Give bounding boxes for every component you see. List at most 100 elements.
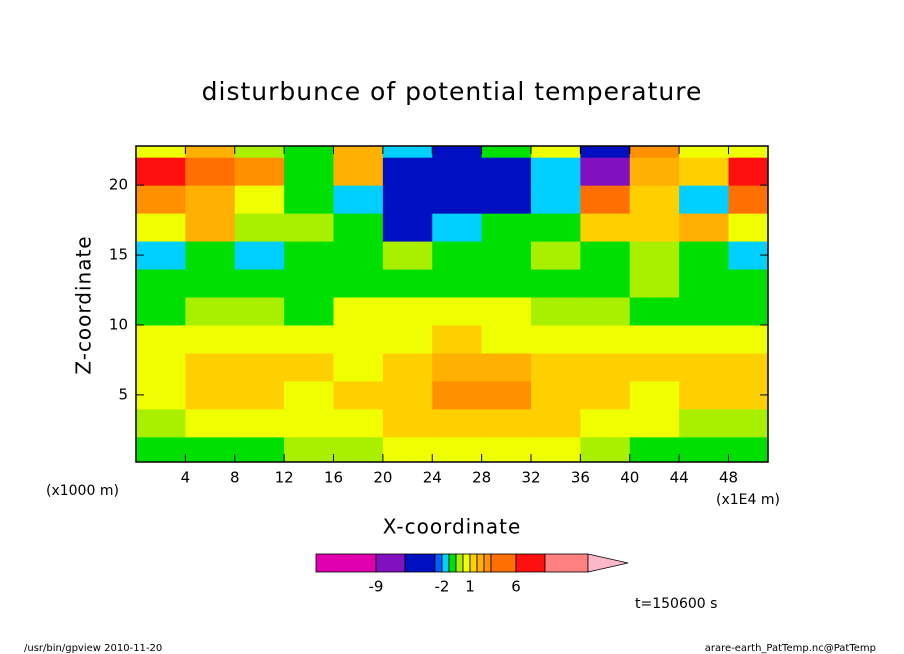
contour-cell <box>284 408 334 438</box>
contour-cell <box>679 185 729 214</box>
contour-cell <box>679 146 729 158</box>
contour-cell <box>481 352 532 382</box>
contour-cell <box>481 436 532 463</box>
contour-cell <box>234 241 285 270</box>
contour-cell <box>481 297 532 326</box>
contour-cell <box>432 269 483 298</box>
contour-cell <box>481 324 532 354</box>
colorbar-segment <box>404 553 436 573</box>
contour-cell <box>580 352 631 382</box>
contour-cell <box>580 408 631 438</box>
contour-cell <box>234 436 285 463</box>
contour-cell <box>382 380 433 410</box>
x-tick-label: 48 <box>719 469 738 487</box>
x-tick-label: 12 <box>275 469 294 487</box>
contour-cell <box>234 324 285 354</box>
contour-cell <box>234 380 285 410</box>
contour-cell <box>580 269 631 298</box>
colorbar-tick-label: -2 <box>435 578 450 596</box>
contour-cell <box>382 436 433 463</box>
colorbar-segment <box>490 553 517 573</box>
contour-cell <box>531 146 581 158</box>
contour-cell <box>136 213 186 242</box>
contour-cell <box>284 146 334 158</box>
contour-cell <box>382 157 433 186</box>
contour-cell <box>679 408 729 438</box>
contour-cell <box>333 157 384 186</box>
contour-cell <box>185 408 236 438</box>
contour-cell <box>185 269 236 298</box>
contour-cell <box>679 157 729 186</box>
colorbar-segment <box>476 553 485 573</box>
contour-cell <box>382 269 433 298</box>
contour-cell <box>679 324 729 354</box>
contour-cell <box>531 297 581 326</box>
contour-cell <box>333 269 384 298</box>
contour-cell <box>531 241 581 270</box>
contour-cell <box>580 436 631 463</box>
colorbar-segment <box>455 553 464 573</box>
contour-cell <box>531 436 581 463</box>
contour-cell <box>679 297 729 326</box>
contour-cell <box>432 380 483 410</box>
contour-cell <box>728 352 769 382</box>
colorbar-segment <box>544 553 589 573</box>
x-tick-label: 36 <box>571 469 590 487</box>
contour-cell <box>136 185 186 214</box>
contour-cell <box>333 324 384 354</box>
contour-cell <box>382 241 433 270</box>
contour-cell <box>234 146 285 158</box>
contour-cell <box>185 436 236 463</box>
contour-cell <box>333 352 384 382</box>
contour-cell <box>333 380 384 410</box>
contour-cell <box>333 241 384 270</box>
contour-cell <box>432 297 483 326</box>
contour-cell <box>284 269 334 298</box>
contour-cell <box>432 408 483 438</box>
contour-cell <box>580 380 631 410</box>
contour-cell <box>432 324 483 354</box>
contour-cell <box>629 185 680 214</box>
contour-cell <box>580 146 631 158</box>
colorbar-tick-label: -9 <box>369 578 384 596</box>
contour-cell <box>185 213 236 242</box>
contour-cell <box>629 241 680 270</box>
contour-cell <box>481 269 532 298</box>
x-tick-label: 24 <box>423 469 442 487</box>
contour-cell <box>382 185 433 214</box>
contour-cell <box>629 213 680 242</box>
contour-cell <box>728 436 769 463</box>
contour-cell <box>234 185 285 214</box>
contour-cell <box>382 352 433 382</box>
colorbar-segment <box>462 553 471 573</box>
contour-cell <box>284 157 334 186</box>
contour-cell <box>629 380 680 410</box>
contour-cell <box>481 213 532 242</box>
contour-cell <box>432 352 483 382</box>
contour-cell <box>481 146 532 158</box>
contour-cell <box>629 352 680 382</box>
colorbar-segment <box>483 553 492 573</box>
contour-cell <box>432 185 483 214</box>
contour-cell <box>531 408 581 438</box>
contour-cell <box>333 185 384 214</box>
contour-cell <box>333 297 384 326</box>
contour-cell <box>284 352 334 382</box>
contour-cell <box>531 213 581 242</box>
contour-cell <box>481 408 532 438</box>
x-tick-label: 20 <box>373 469 392 487</box>
contour-cell <box>728 157 769 186</box>
contour-cell <box>333 436 384 463</box>
y-axis-label: Z-coordinate <box>72 235 96 374</box>
contour-cell <box>629 324 680 354</box>
contour-cell <box>185 352 236 382</box>
contour-cell <box>234 157 285 186</box>
contour-cell <box>728 213 769 242</box>
footer-left: /usr/bin/gpview 2010-11-20 <box>24 643 162 654</box>
contour-cell <box>382 213 433 242</box>
y-tick-label: 20 <box>109 176 128 194</box>
contour-cell <box>728 269 769 298</box>
contour-cell <box>382 408 433 438</box>
contour-cell <box>136 408 186 438</box>
contour-cell <box>284 213 334 242</box>
